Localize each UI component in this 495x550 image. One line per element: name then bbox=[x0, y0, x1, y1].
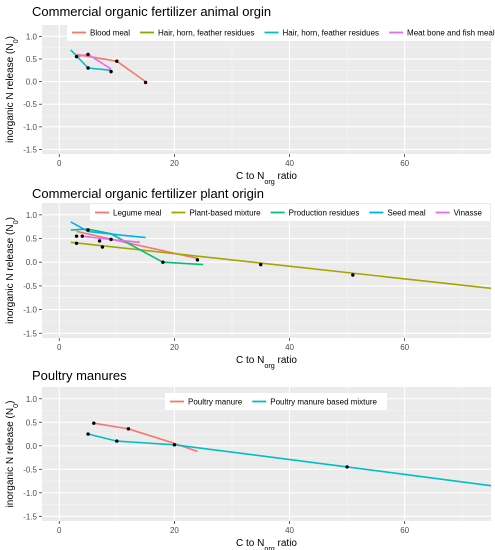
data-point bbox=[80, 234, 84, 238]
data-point bbox=[109, 237, 113, 242]
y-tick-label: 0.5 bbox=[26, 235, 38, 244]
data-point bbox=[115, 59, 119, 63]
legend-label: Hair, horn, feather residues bbox=[283, 29, 380, 38]
x-tick-label: 40 bbox=[285, 343, 294, 352]
x-axis-label: C to Norg ratio bbox=[236, 538, 297, 550]
y-tick-label: -0.5 bbox=[23, 465, 37, 474]
series-line-seed-meal bbox=[70, 221, 146, 239]
y-tick-label: -1.0 bbox=[23, 306, 37, 315]
legend-label: Vinasse bbox=[454, 209, 483, 218]
x-tick-label: 20 bbox=[170, 343, 179, 352]
y-tick-label: -0.5 bbox=[23, 282, 37, 291]
y-tick-label: 0.5 bbox=[26, 55, 38, 64]
data-point bbox=[172, 443, 177, 447]
x-tick-label: 20 bbox=[170, 526, 179, 535]
y-tick-label: -1.5 bbox=[23, 512, 37, 521]
data-point bbox=[126, 427, 131, 431]
y-tick-label: -1.5 bbox=[23, 145, 37, 154]
x-tick-label: 20 bbox=[170, 159, 179, 168]
y-axis-label: inorganic N release (N0) bbox=[5, 217, 20, 324]
x-tick-label: 0 bbox=[57, 159, 62, 168]
y-tick-label: -1.0 bbox=[23, 123, 37, 132]
series-line-poultry-manure bbox=[93, 422, 198, 453]
x-tick-label: 60 bbox=[400, 343, 409, 352]
x-tick-label: 60 bbox=[400, 526, 409, 535]
legend-box bbox=[165, 393, 387, 410]
y-tick-label: -0.5 bbox=[23, 100, 37, 109]
legend-label: Blood meal bbox=[90, 29, 130, 38]
x-tick-label: 0 bbox=[57, 526, 62, 535]
legend-label: Production residues bbox=[289, 209, 360, 218]
x-axis-label: C to Norg ratio bbox=[236, 355, 297, 370]
legend-label: Plant-based mixture bbox=[189, 209, 261, 218]
data-point bbox=[92, 421, 96, 425]
data-point bbox=[74, 241, 79, 245]
data-point bbox=[86, 432, 90, 436]
data-point bbox=[86, 228, 90, 232]
data-point bbox=[109, 69, 113, 74]
x-axis-label: C to Norg ratio bbox=[236, 171, 297, 186]
legend-label: Poultry manure based mixture bbox=[270, 398, 377, 407]
y-axis-label: inorganic N release (N0) bbox=[5, 401, 20, 508]
chart-title: Commercial organic fertilizer plant orig… bbox=[32, 186, 264, 201]
data-point bbox=[161, 260, 165, 264]
legend: Poultry manure Poultry manure based mixtu… bbox=[165, 393, 387, 410]
y-tick-label: 1.0 bbox=[26, 395, 38, 404]
chart-panel-3: Poultry manures -1.5 -1.0 -0.5 0.0 0.5 1.0 0 20 4… bbox=[5, 368, 492, 550]
plot-background bbox=[42, 25, 491, 154]
legend-label: Meat bone and fish meal bbox=[407, 29, 495, 38]
y-tick-label: 1.0 bbox=[26, 211, 38, 220]
legend-label: Legume meal bbox=[113, 209, 162, 218]
data-point bbox=[86, 66, 90, 70]
legend-label: Hair, horn, feather residues bbox=[158, 29, 255, 38]
data-point bbox=[351, 273, 355, 277]
y-tick-label: 0.0 bbox=[26, 78, 38, 87]
legend-label: Poultry manure bbox=[188, 398, 243, 407]
data-point bbox=[345, 465, 349, 469]
legend-label: Seed meal bbox=[387, 209, 425, 218]
y-tick-label: -1.5 bbox=[23, 329, 37, 338]
legend: Blood meal Hair, horn, feather residues Ha… bbox=[67, 24, 495, 41]
chart-panel-1: Commercial organic fertilizer animal org… bbox=[5, 4, 495, 186]
data-point bbox=[74, 234, 79, 238]
data-point bbox=[100, 245, 105, 249]
data-point bbox=[97, 239, 102, 243]
data-point bbox=[115, 439, 119, 443]
y-tick-label: 1.0 bbox=[26, 32, 38, 41]
data-point bbox=[143, 80, 148, 85]
legend-box bbox=[90, 204, 490, 221]
y-axis-label: inorganic N release (N0) bbox=[5, 36, 20, 143]
y-tick-label: -1.0 bbox=[23, 489, 37, 498]
x-tick-label: 0 bbox=[57, 343, 62, 352]
y-tick-label: 0.5 bbox=[26, 418, 38, 427]
y-tick-label: 0.0 bbox=[26, 442, 38, 451]
x-tick-label: 60 bbox=[400, 159, 409, 168]
plot-background bbox=[42, 203, 491, 338]
legend: Legume meal Plant-based mixture Production… bbox=[90, 204, 490, 221]
data-point bbox=[195, 258, 200, 262]
data-point bbox=[259, 262, 263, 267]
x-tick-label: 40 bbox=[285, 159, 294, 168]
data-point bbox=[74, 54, 79, 59]
x-tick-label: 40 bbox=[285, 526, 294, 535]
data-point bbox=[86, 52, 90, 57]
chart-title: Poultry manures bbox=[32, 368, 127, 383]
y-tick-label: 0.0 bbox=[26, 258, 38, 267]
chart-title: Commercial organic fertilizer animal org… bbox=[32, 4, 271, 19]
chart-panel-2: Commercial organic fertilizer plant orig… bbox=[5, 186, 492, 370]
